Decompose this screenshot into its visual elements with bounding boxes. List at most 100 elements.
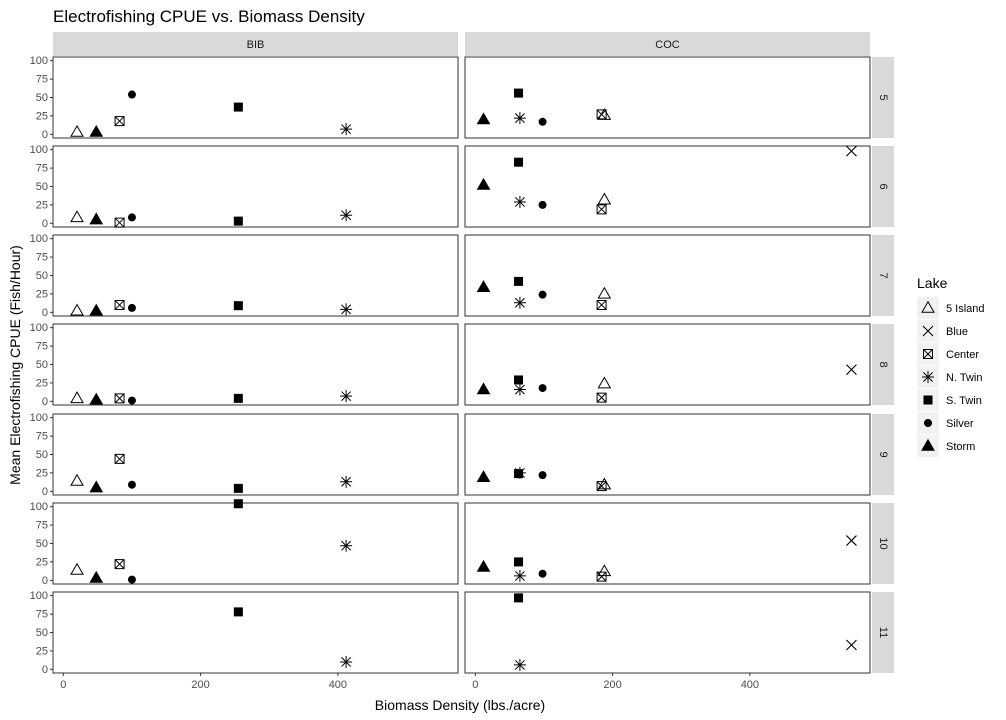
panel-bib-5: 0 25 50 75 100 (30, 55, 459, 141)
point-s-twin (233, 499, 243, 509)
point-center (596, 392, 607, 403)
facet-strip-bib (53, 32, 458, 56)
point-storm (89, 570, 104, 583)
y-tick-label: 75 (36, 163, 48, 175)
point-n-twin (513, 658, 526, 671)
y-tick-label: 100 (30, 590, 48, 602)
facet-strip-row-11 (872, 592, 894, 673)
legend-key-5-island (921, 300, 935, 313)
panel-bib-6: 0 25 50 75 100 (30, 144, 459, 230)
y-tick-label: 50 (36, 449, 48, 461)
x-tick-label: 0 (60, 679, 66, 691)
point-blue (846, 145, 857, 157)
point-5-island (70, 210, 84, 223)
point-storm (476, 470, 491, 483)
point-center (114, 299, 125, 310)
point-s-twin (233, 301, 243, 311)
point-silver (538, 384, 547, 393)
point-s-twin (233, 393, 243, 403)
point-s-twin (233, 607, 243, 617)
legend-key-s-twin (923, 395, 933, 405)
point-5-island (70, 562, 84, 575)
point-n-twin (513, 383, 526, 396)
panel-bib-8: 0 25 50 75 100 (30, 322, 459, 408)
point-silver (538, 471, 547, 480)
panel-coc-6 (464, 145, 871, 228)
point-storm (476, 280, 491, 292)
facet-strip-label-coc: COC (655, 39, 680, 51)
point-5-island (597, 107, 612, 120)
y-tick-label: 75 (36, 520, 48, 532)
panel-bib-10: 0 25 50 75 100 (30, 499, 459, 587)
point-center (114, 453, 125, 464)
point-silver (538, 290, 547, 299)
y-tick-label: 25 (36, 645, 48, 657)
point-storm (476, 382, 491, 395)
point-silver (127, 575, 136, 584)
point-5-island (70, 124, 84, 137)
facet-strip-row-5 (872, 57, 894, 138)
point-n-twin (340, 123, 353, 136)
y-tick-label: 25 (36, 377, 48, 389)
y-tick-label: 50 (36, 538, 48, 550)
point-n-twin (340, 209, 353, 222)
facet-strip-row-label-9: 9 (877, 451, 889, 457)
point-s-twin (233, 483, 243, 493)
y-tick-label: 0 (42, 396, 48, 408)
y-tick-label: 25 (36, 556, 48, 568)
point-blue (846, 639, 857, 651)
facet-strip-row-10 (872, 503, 894, 584)
point-silver (127, 303, 136, 312)
legend-key-silver (924, 419, 932, 427)
point-center (114, 116, 125, 127)
legend-key-center (923, 349, 933, 359)
point-5-island (70, 473, 84, 486)
panel-border (464, 234, 871, 317)
point-silver (538, 200, 547, 209)
point-storm (89, 303, 104, 316)
y-tick-label: 25 (36, 199, 48, 211)
y-tick-label: 50 (36, 627, 48, 639)
facet-panels: BIB COC 5 6 7 8 9 10 11 0 25 50 75 100 0 25 50 75 100 0 25 50… (30, 32, 894, 691)
point-s-twin (233, 102, 243, 112)
point-center (114, 217, 125, 228)
point-silver (127, 396, 136, 405)
panel-border (464, 413, 871, 496)
point-n-twin (513, 569, 526, 582)
panel-border (52, 145, 459, 228)
point-center (114, 393, 125, 404)
point-storm (476, 112, 491, 125)
point-5-island (597, 376, 612, 389)
point-silver (127, 480, 136, 489)
legend-label-5-island: 5 Island (946, 303, 985, 315)
point-5-island (70, 303, 84, 316)
legend-label-n-twin: N. Twin (946, 372, 982, 384)
y-tick-label: 75 (36, 431, 48, 443)
y-tick-label: 25 (36, 110, 48, 122)
legend-label-blue: Blue (946, 326, 968, 338)
y-tick-label: 50 (36, 181, 48, 193)
panel-border (52, 502, 459, 585)
point-n-twin (513, 195, 526, 208)
point-storm (89, 124, 104, 137)
facet-strip-row-8 (872, 324, 894, 405)
facet-strip-row-label-10: 10 (877, 537, 889, 549)
panel-border (52, 56, 459, 139)
point-center (596, 299, 607, 310)
point-n-twin (513, 296, 526, 309)
point-s-twin (514, 557, 524, 567)
facet-strip-row-label-5: 5 (877, 94, 889, 100)
legend: Lake 5 Island Blue Center N. Twin S. Twin Sil… (917, 275, 985, 457)
point-center (596, 204, 607, 215)
y-tick-label: 100 (30, 55, 48, 67)
panel-border (464, 323, 871, 406)
point-5-island (597, 477, 612, 490)
point-s-twin (233, 216, 243, 226)
x-tick-label: 0 (472, 679, 478, 691)
y-tick-label: 75 (36, 341, 48, 353)
legend-label-center: Center (946, 349, 979, 361)
panel-coc-5 (464, 56, 871, 139)
facet-strip-row-label-7: 7 (877, 272, 889, 278)
panel-border (464, 145, 871, 228)
